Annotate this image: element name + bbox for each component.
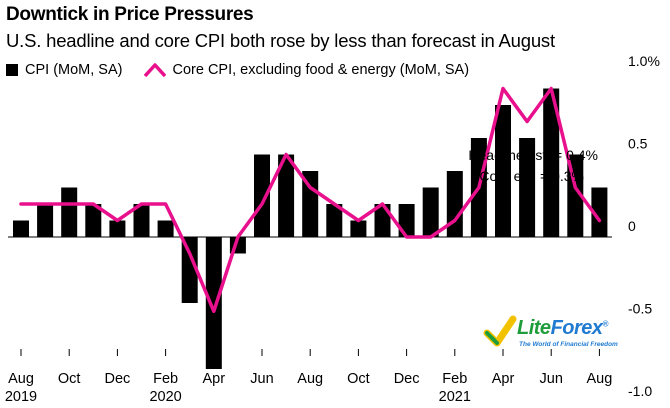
cpi-bar	[422, 187, 439, 237]
cpi-bar	[157, 220, 174, 237]
cpi-bar	[254, 154, 270, 237]
x-tick-label: Jun	[250, 371, 273, 387]
x-tick-year: 2019	[5, 389, 37, 405]
chart-legend: CPI (MoM, SA) Core CPI, excluding food &…	[6, 62, 469, 78]
legend-label-cpi: CPI (MoM, SA)	[25, 62, 123, 78]
y-tick-label: -1.0	[628, 383, 652, 399]
cpi-bar	[13, 220, 29, 237]
cpi-bar	[591, 187, 608, 237]
cpi-bar	[109, 220, 126, 237]
x-tick-label: Apr	[492, 371, 515, 387]
x-tick-label: Aug	[586, 371, 612, 387]
annotation-core-est: Core est. = 0.3%	[479, 168, 584, 184]
legend-swatch-line	[144, 63, 167, 77]
y-tick-label: 1.0%	[628, 53, 660, 69]
y-tick-label: 0.5	[628, 136, 648, 152]
x-tick-year: 2020	[149, 389, 181, 405]
logo-tagline: The World of Financial Freedom	[519, 341, 618, 348]
x-tick-label: Feb	[442, 371, 467, 387]
cpi-bar	[543, 88, 560, 237]
cpi-bar	[61, 187, 78, 237]
y-tick-label: 0	[628, 218, 636, 234]
cpi-bar	[519, 138, 536, 237]
x-tick-label: Jun	[540, 371, 563, 387]
cpi-bar	[302, 171, 319, 237]
x-tick-label: Feb	[153, 371, 178, 387]
x-tick-year: 2021	[439, 389, 471, 405]
cpi-bar	[446, 171, 463, 237]
cpi-bar	[133, 204, 150, 237]
cpi-bar	[37, 204, 54, 237]
legend-label-core: Core CPI, excluding food & energy (MoM, …	[172, 62, 470, 78]
cpi-bar	[85, 204, 102, 237]
cpi-bar	[278, 154, 295, 237]
chart-title: Downtick in Price Pressures	[6, 4, 254, 25]
x-axis-ticks: Aug 2019 Oct Dec Feb 2020 Apr Jun Aug Oct Dec Feb 20…	[5, 349, 612, 405]
logo-mark-icon	[483, 315, 517, 347]
cpi-bar	[326, 204, 343, 237]
x-tick-label: Aug	[8, 371, 34, 387]
logo-wordmark-part2: Forex	[550, 317, 603, 339]
legend-swatch-bar	[6, 64, 18, 76]
cpi-bar	[350, 220, 367, 237]
x-tick-label: Dec	[105, 371, 131, 387]
cpi-bar	[181, 237, 198, 303]
x-tick-label: Oct	[347, 371, 370, 387]
x-tick-label: Dec	[394, 371, 420, 387]
legend-item-cpi: CPI (MoM, SA)	[6, 62, 122, 78]
cpi-bars	[13, 88, 608, 369]
cpi-bar	[495, 105, 511, 237]
x-tick-label: Apr	[203, 371, 226, 387]
logo-wordmark: LiteForex®	[517, 317, 608, 340]
logo-wordmark-part1: Lite	[517, 317, 551, 339]
core-cpi-line	[19, 86, 602, 314]
liteforex-logo: LiteForex® The World of Financial Freedo…	[483, 311, 618, 357]
legend-item-core: Core CPI, excluding food & energy (MoM, …	[122, 62, 469, 78]
y-axis-ticks: 1.0% 0.5 0 -0.5 -1.0	[628, 53, 660, 399]
logo-registered: ®	[602, 319, 609, 329]
chart-subtitle: U.S. headline and core CPI both rose by …	[6, 30, 555, 51]
cpi-bar	[205, 237, 222, 369]
y-tick-label: -0.5	[628, 301, 652, 317]
x-tick-label: Oct	[58, 371, 81, 387]
x-tick-label: Aug	[297, 371, 323, 387]
annotation-headline-est: Headline est. = 0.4%	[468, 147, 598, 163]
